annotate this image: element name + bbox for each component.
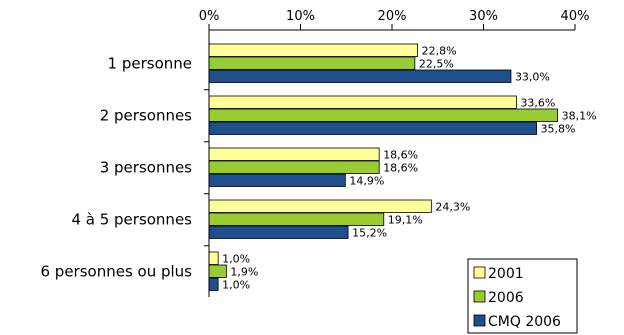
bar [208, 212, 385, 226]
x-axis-ticks: 0% 10% 20% 30% 40% [199, 9, 590, 31]
legend: 2001 2006 CMQ 2006 [467, 258, 578, 334]
legend-swatch [473, 266, 486, 279]
data-label: 18,6% [383, 149, 418, 162]
legend-box [467, 258, 578, 334]
data-label: 33,6% [520, 97, 555, 110]
bar [208, 69, 512, 83]
x-tick-label: 10% [286, 9, 315, 24]
bar [208, 147, 380, 161]
data-label: 35,8% [541, 123, 576, 136]
bar [208, 199, 432, 213]
data-label: 22,5% [419, 58, 454, 71]
x-tick-label: 40% [561, 9, 590, 24]
bars [208, 43, 559, 291]
bar [208, 173, 346, 187]
data-label: 1,0% [222, 253, 250, 266]
bar [208, 108, 559, 122]
data-label: 15,2% [352, 227, 387, 240]
data-label: 1,0% [222, 279, 250, 292]
data-labels: 22,8%22,5% 33,0% 33,6% 38,1%35,8% 18,6%18,6%… [222, 45, 596, 292]
bar [208, 56, 416, 70]
legend-label: 2006 [488, 290, 524, 306]
bar [208, 264, 227, 278]
legend-swatch [473, 290, 486, 303]
category-label: 6 personnes ou plus [40, 262, 192, 280]
data-label: 18,6% [383, 162, 418, 175]
data-label: 22,8% [422, 45, 457, 58]
data-label: 14,9% [349, 175, 384, 188]
data-label: 33,0% [515, 71, 550, 84]
data-label: 24,3% [435, 201, 470, 214]
bar [208, 225, 349, 239]
legend-swatch [473, 314, 486, 327]
bar [208, 95, 517, 109]
legend-label: CMQ 2006 [488, 314, 561, 330]
category-label: 2 personnes [100, 106, 192, 124]
category-label: 3 personnes [100, 158, 192, 176]
x-tick-label: 20% [378, 9, 407, 24]
data-label: 38,1% [562, 110, 597, 123]
category-labels: 1 personne 2 personnes 3 personnes 4 à 5 pe… [40, 54, 209, 280]
bar [208, 43, 419, 57]
category-label: 4 à 5 personnes [71, 210, 192, 228]
bar [208, 121, 537, 135]
data-label: 1,9% [230, 266, 258, 279]
bar [208, 251, 219, 265]
category-label: 1 personne [108, 54, 192, 72]
bar [208, 160, 380, 174]
legend-label: 2001 [488, 266, 524, 282]
x-tick-label: 0% [199, 9, 220, 24]
data-label: 19,1% [388, 214, 423, 227]
bar [208, 277, 219, 291]
x-tick-label: 30% [469, 9, 498, 24]
